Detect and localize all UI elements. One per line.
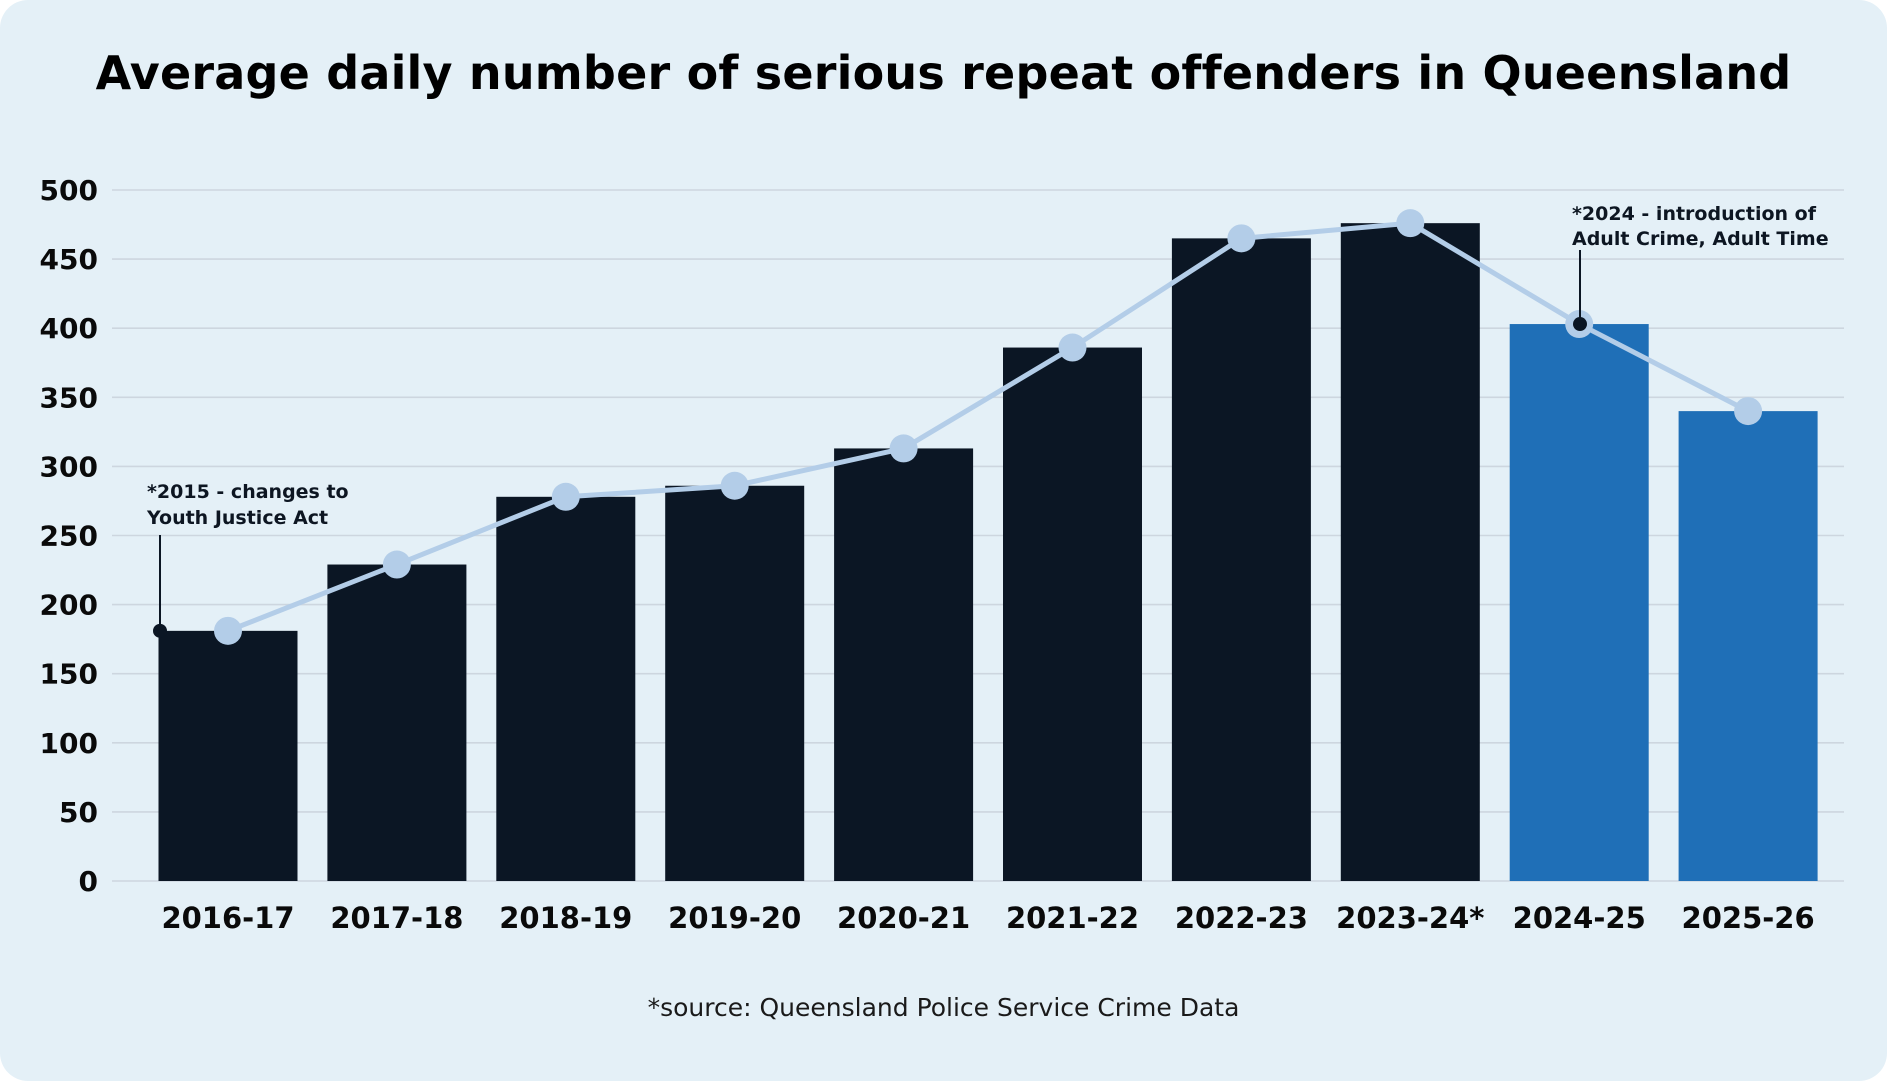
- source-note: *source: Queensland Police Service Crime…: [647, 993, 1240, 1022]
- bar: [1340, 223, 1480, 882]
- y-tick-label: 350: [40, 381, 98, 414]
- x-tick-label: 2020-21: [837, 901, 970, 935]
- annotation-marker: [153, 623, 167, 638]
- annotation-label: Youth Justice Act: [146, 507, 328, 529]
- x-tick-label: 2025-26: [1682, 901, 1815, 935]
- annotation-marker: [1573, 317, 1587, 332]
- chart-title: Average daily number of serious repeat o…: [95, 46, 1792, 100]
- bar: [834, 448, 974, 881]
- x-tick-label: 2021-22: [1006, 901, 1139, 935]
- bar: [158, 630, 298, 881]
- y-tick-label: 500: [40, 174, 98, 207]
- x-tick-label: 2024-25: [1513, 901, 1646, 935]
- annotation-label: *2024 - introduction of: [1572, 203, 1817, 225]
- trend-point: [1227, 224, 1256, 253]
- bar: [327, 564, 467, 881]
- bar: [1678, 411, 1818, 881]
- y-tick-label: 450: [40, 243, 98, 276]
- trend-point: [551, 482, 580, 511]
- trend-point: [214, 616, 242, 645]
- y-tick-label: 400: [40, 312, 98, 345]
- x-tick-label: 2019-20: [668, 901, 801, 935]
- trend-point: [1058, 333, 1087, 362]
- y-tick-label: 300: [40, 450, 98, 483]
- trend-point: [1734, 397, 1763, 426]
- trend-point: [889, 434, 918, 463]
- annotation-label: Adult Crime, Adult Time: [1572, 228, 1829, 250]
- bar: [665, 485, 805, 881]
- bar: [496, 496, 636, 881]
- trend-point: [720, 471, 749, 500]
- trend-point: [382, 550, 411, 579]
- trend-point: [1396, 209, 1425, 238]
- bar: [1003, 347, 1142, 882]
- x-tick-label: 2017-18: [330, 901, 463, 935]
- x-tick-label: 2023-24*: [1336, 901, 1484, 935]
- x-tick-label: 2016-17: [161, 901, 294, 935]
- y-tick-label: 150: [40, 658, 98, 691]
- bar: [1171, 238, 1311, 881]
- annotation-label: *2015 - changes to: [147, 481, 349, 503]
- x-tick-label: 2022-23: [1175, 901, 1308, 935]
- y-tick-label: 50: [59, 796, 98, 829]
- bar: [1509, 324, 1649, 882]
- y-tick-label: 250: [40, 520, 98, 553]
- trend-line: [227, 220, 1750, 634]
- y-tick-label: 0: [79, 865, 98, 898]
- x-tick-label: 2018-19: [499, 901, 632, 935]
- y-tick-label: 200: [40, 589, 98, 622]
- y-tick-label: 100: [40, 727, 98, 760]
